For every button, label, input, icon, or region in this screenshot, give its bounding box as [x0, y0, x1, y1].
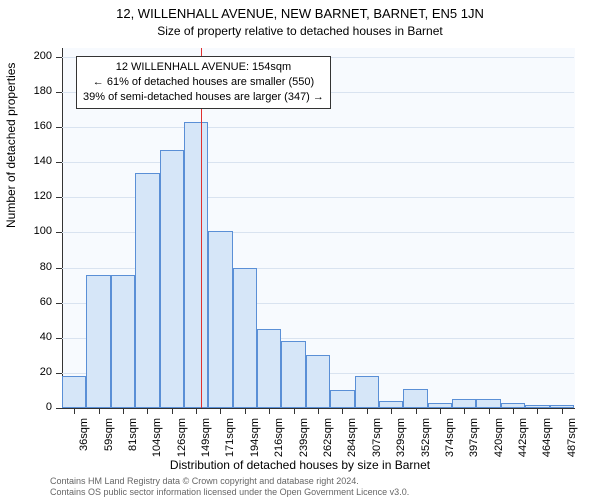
x-tick-label: 262sqm: [322, 418, 334, 468]
x-tick-label: 442sqm: [517, 418, 529, 468]
x-tick: [245, 408, 246, 414]
x-tick-label: 307sqm: [371, 418, 383, 468]
annotation-line: ← 61% of detached houses are smaller (55…: [83, 75, 324, 90]
chart-subtitle: Size of property relative to detached ho…: [0, 24, 600, 38]
y-tick-label: 80: [0, 261, 52, 273]
histogram-bar: [550, 405, 574, 409]
histogram-bar: [330, 390, 354, 408]
x-tick-label: 487sqm: [566, 418, 578, 468]
x-tick: [537, 408, 538, 414]
y-tick-label: 180: [0, 85, 52, 97]
y-tick-label: 20: [0, 366, 52, 378]
annotation-line: 39% of semi-detached houses are larger (…: [83, 90, 324, 105]
x-tick: [489, 408, 490, 414]
histogram-bar: [86, 275, 110, 408]
histogram-bar: [62, 376, 86, 408]
x-tick-label: 81sqm: [127, 418, 139, 468]
histogram-bar: [184, 122, 208, 408]
footer-text: Contains HM Land Registry data © Crown c…: [50, 476, 409, 498]
histogram-bar: [208, 231, 232, 408]
chart-container: 12, WILLENHALL AVENUE, NEW BARNET, BARNE…: [0, 0, 600, 500]
x-tick-label: 104sqm: [151, 418, 163, 468]
x-tick: [342, 408, 343, 414]
x-tick: [196, 408, 197, 414]
footer-line: Contains OS public sector information li…: [50, 487, 409, 498]
y-tick-label: 160: [0, 120, 52, 132]
x-tick-label: 352sqm: [420, 418, 432, 468]
x-tick-label: 126sqm: [176, 418, 188, 468]
histogram-bar: [233, 268, 257, 408]
x-tick-label: 216sqm: [273, 418, 285, 468]
y-tick-label: 100: [0, 225, 52, 237]
histogram-bar: [379, 401, 403, 408]
annotation-line: 12 WILLENHALL AVENUE: 154sqm: [83, 60, 324, 75]
histogram-bar: [111, 275, 135, 408]
chart-title: 12, WILLENHALL AVENUE, NEW BARNET, BARNE…: [0, 6, 600, 21]
histogram-bar: [501, 403, 525, 408]
y-tick-label: 140: [0, 155, 52, 167]
x-tick: [147, 408, 148, 414]
histogram-bar: [525, 405, 549, 409]
x-tick-label: 194sqm: [249, 418, 261, 468]
x-tick: [172, 408, 173, 414]
x-tick-label: 374sqm: [444, 418, 456, 468]
x-tick: [269, 408, 270, 414]
histogram-bar: [160, 150, 184, 408]
histogram-bar: [403, 389, 427, 408]
x-tick: [123, 408, 124, 414]
y-tick-label: 120: [0, 190, 52, 202]
y-tick-label: 40: [0, 331, 52, 343]
x-tick: [367, 408, 368, 414]
x-tick-label: 420sqm: [493, 418, 505, 468]
histogram-bar: [452, 399, 476, 408]
x-tick-label: 149sqm: [200, 418, 212, 468]
x-tick: [99, 408, 100, 414]
x-tick: [294, 408, 295, 414]
footer-line: Contains HM Land Registry data © Crown c…: [50, 476, 409, 487]
x-tick: [74, 408, 75, 414]
y-tick: [56, 408, 62, 409]
y-tick-label: 60: [0, 296, 52, 308]
histogram-bar: [355, 376, 379, 408]
histogram-bar: [428, 403, 452, 408]
y-tick-label: 200: [0, 50, 52, 62]
x-tick: [220, 408, 221, 414]
x-tick: [416, 408, 417, 414]
x-tick-label: 171sqm: [224, 418, 236, 468]
x-tick: [440, 408, 441, 414]
x-tick-label: 36sqm: [78, 418, 90, 468]
x-tick-label: 464sqm: [541, 418, 553, 468]
x-tick-label: 284sqm: [346, 418, 358, 468]
y-tick-label: 0: [0, 401, 52, 413]
x-tick: [464, 408, 465, 414]
x-tick: [513, 408, 514, 414]
histogram-bar: [135, 173, 159, 408]
histogram-bar: [281, 341, 305, 408]
x-tick: [562, 408, 563, 414]
x-tick-label: 329sqm: [395, 418, 407, 468]
x-tick: [318, 408, 319, 414]
x-tick-label: 397sqm: [468, 418, 480, 468]
histogram-bar: [476, 399, 500, 408]
histogram-bar: [306, 355, 330, 408]
x-tick: [391, 408, 392, 414]
x-tick-label: 239sqm: [298, 418, 310, 468]
histogram-bar: [257, 329, 281, 408]
annotation-box: 12 WILLENHALL AVENUE: 154sqm ← 61% of de…: [76, 56, 331, 109]
x-tick-label: 59sqm: [103, 418, 115, 468]
